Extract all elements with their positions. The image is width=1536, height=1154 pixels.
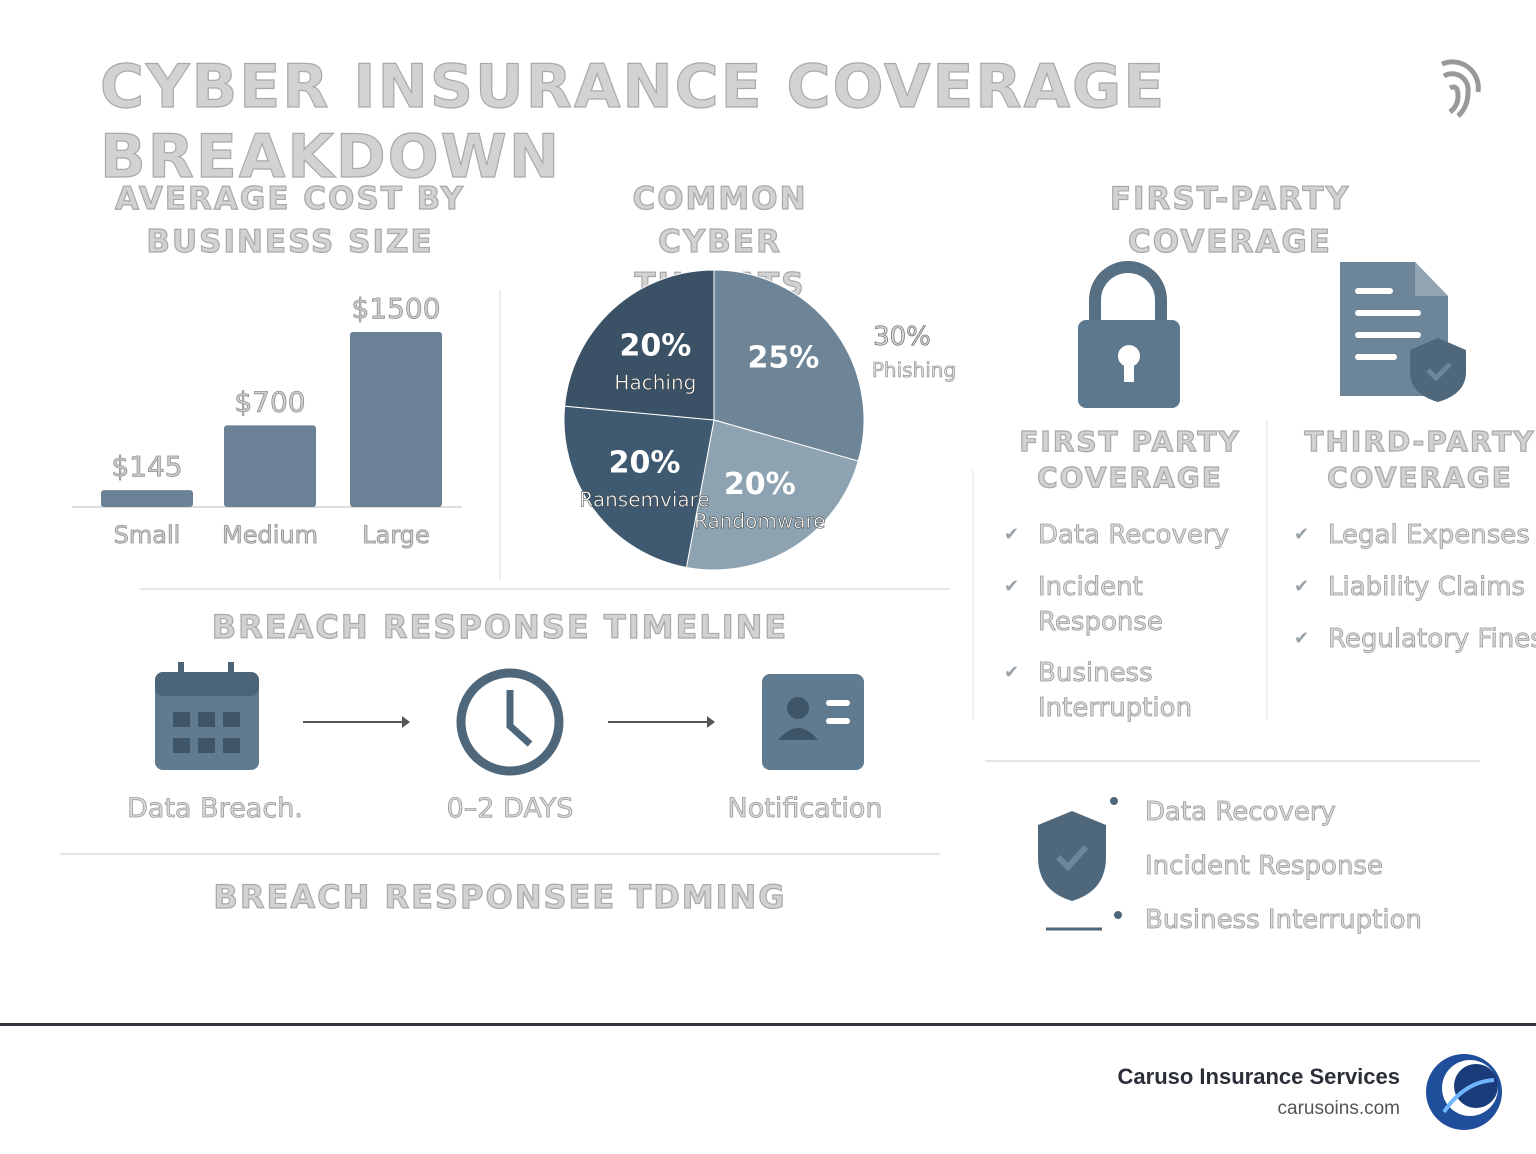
annotation: Phishing [872,358,956,382]
coverage-title: FIRST PARTY COVERAGE [1019,424,1241,494]
value-label: $700 [234,385,305,418]
category-label: Large [362,521,430,549]
value-label: $145 [111,450,182,483]
coverage-item: Regulatory Fines [1328,624,1536,655]
coverage-item: Liability Claims [1328,572,1526,603]
divider [972,470,974,720]
timeline-step: 0–2 DAYS [446,793,574,825]
slice-category-label: Randomware [694,509,826,533]
timeline-icons [155,662,864,776]
timeline-step: Data Breach. [127,793,304,825]
company-name: Caruso Insurance Services [1117,1064,1400,1089]
company-url: carusoins.com [1277,1098,1401,1119]
coverage-item: Data Recovery [1038,520,1230,551]
coverage-item: Legal Expenses [1328,520,1531,551]
bar [350,332,442,507]
category-label: Medium [222,521,318,549]
check-icon: ✔ [1004,524,1020,545]
check-icon: ✔ [1294,628,1310,649]
shield-item: Incident Response [1145,851,1384,882]
first-party-title: FIRST-PARTY COVERAGE [1109,180,1351,260]
pie-slice [564,269,715,421]
timeline-step: Notification [727,793,883,825]
pie-slice [685,419,859,571]
slice-value-label: 20% [724,467,796,502]
timeline-title: BREACH RESPONSE TIMELINE [211,607,789,646]
category-label: Small [114,521,181,549]
main-title: CYBER INSURANCE COVERAGE BREAKDOWN [99,51,1167,192]
value-label: $1500 [351,292,440,325]
bar [224,425,316,507]
slice-value-label: 25% [748,341,820,376]
timing-title: BREACH RESPONSEE TDMING [213,877,787,916]
pie-chart-title: COMMON CYBER THREATS [632,180,808,303]
coverage-item: Business Interruption [1038,658,1193,724]
coverage-item: Incident Response [1038,572,1164,638]
slice-category-label: Ransemviare [579,487,709,511]
annotation: 30% [873,322,931,352]
shield-item: Business Interruption [1145,905,1423,936]
divider [140,588,950,590]
divider [60,853,940,855]
footer-rule [0,1023,1536,1026]
bar-chart-title: AVERAGE COST BY BUSINESS SIZE [114,180,466,260]
check-icon: ✔ [1004,576,1020,597]
coverage-icons [1078,261,1466,408]
check-icon: ✔ [1294,576,1310,597]
shield-item: Data Recovery [1145,797,1337,828]
slice-category-label: Haching [614,371,696,395]
pie-slice [713,269,865,462]
pie-slice [563,405,715,569]
divider [985,760,1480,762]
fingerprint-icon [1441,59,1481,118]
logo [1426,1054,1502,1130]
bar [101,490,193,507]
check-icon: ✔ [1294,524,1310,545]
coverage-title: THIRD-PARTY COVERAGE [1304,424,1536,494]
divider [1266,420,1268,720]
check-icon: ✔ [1004,662,1020,683]
slice-value-label: 20% [609,445,681,480]
shield-icon [1038,797,1122,931]
slice-value-label: 20% [619,329,691,364]
charts: $145 Small $700 Medium $1500 Large 25% 20% Rando… [72,269,956,580]
